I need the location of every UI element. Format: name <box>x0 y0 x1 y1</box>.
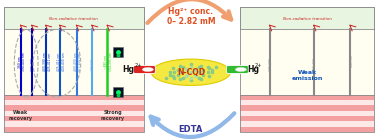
Point <box>204 66 211 68</box>
Text: Hg: Hg <box>122 65 134 74</box>
Point <box>188 66 194 68</box>
Bar <box>240 105 374 111</box>
Bar <box>4 116 144 121</box>
Point <box>175 69 181 71</box>
Bar <box>240 121 374 127</box>
Point <box>200 69 206 71</box>
FancyArrowPatch shape <box>147 0 231 23</box>
Bar <box>4 105 144 111</box>
Text: EDTA: EDTA <box>179 125 203 134</box>
Bar <box>240 95 374 100</box>
Point <box>213 66 219 68</box>
Text: Hg²⁺ conc.
0– 2.82 mM: Hg²⁺ conc. 0– 2.82 mM <box>167 7 215 26</box>
Point <box>180 76 186 79</box>
Text: 400-430 nm: 400-430 nm <box>313 53 318 71</box>
Text: N-CQD: N-CQD <box>177 68 205 77</box>
Point <box>192 74 198 76</box>
Text: 400-390 nm
425-411 nm: 400-390 nm 425-411 nm <box>43 53 51 71</box>
Bar <box>4 7 144 29</box>
Point <box>180 66 186 68</box>
Bar <box>240 29 374 95</box>
Text: Weak
emission: Weak emission <box>291 70 323 81</box>
Text: 425-411 nm
400-430 nm: 425-411 nm 400-430 nm <box>57 53 65 71</box>
Circle shape <box>235 67 246 72</box>
Point <box>115 93 121 96</box>
Point <box>115 91 121 93</box>
Point <box>198 64 204 67</box>
Bar <box>4 100 144 105</box>
Point <box>170 75 176 77</box>
Text: ~480 nm
504-395 nm: ~480 nm 504-395 nm <box>104 53 113 71</box>
Point <box>192 69 198 71</box>
Point <box>177 64 183 67</box>
FancyBboxPatch shape <box>133 65 155 74</box>
Point <box>206 75 212 77</box>
Text: 370-390 nm: 370-390 nm <box>269 53 273 71</box>
Point <box>184 69 190 71</box>
Point <box>193 75 199 77</box>
Point <box>183 68 189 70</box>
Text: Strong
recovery: Strong recovery <box>101 110 125 121</box>
Point <box>198 78 204 80</box>
Point <box>180 71 186 73</box>
Point <box>167 71 173 73</box>
Bar <box>4 127 144 132</box>
Point <box>177 78 183 80</box>
Bar <box>4 7 144 132</box>
Point <box>188 79 194 81</box>
Point <box>188 76 194 79</box>
Text: 390-400 nm: 390-400 nm <box>31 53 35 71</box>
FancyBboxPatch shape <box>113 47 124 57</box>
Point <box>171 71 177 73</box>
Point <box>196 71 202 73</box>
Bar <box>240 116 374 121</box>
Point <box>209 71 215 73</box>
Point <box>188 71 194 73</box>
Text: Non-radiative transition: Non-radiative transition <box>283 17 332 21</box>
Text: Hg: Hg <box>248 65 260 74</box>
Point <box>209 69 215 71</box>
Bar <box>4 95 144 100</box>
Point <box>198 71 204 73</box>
Bar <box>240 100 374 105</box>
FancyBboxPatch shape <box>226 65 248 74</box>
Bar <box>4 111 144 116</box>
Point <box>196 66 202 68</box>
Point <box>115 53 121 56</box>
Text: 2+: 2+ <box>254 63 262 68</box>
Bar <box>240 7 374 29</box>
Point <box>183 75 189 77</box>
Point <box>204 71 211 73</box>
Point <box>188 63 194 66</box>
Point <box>193 68 199 70</box>
Point <box>175 74 181 76</box>
FancyBboxPatch shape <box>113 87 124 97</box>
Bar <box>4 121 144 127</box>
Text: Weak
recovery: Weak recovery <box>9 110 33 121</box>
Text: 360 nm
390-400 nm: 360 nm 390-400 nm <box>18 53 26 71</box>
Circle shape <box>143 67 153 72</box>
Text: ~480 nm: ~480 nm <box>350 55 353 69</box>
Point <box>167 74 173 76</box>
Point <box>206 67 212 70</box>
Bar <box>240 111 374 116</box>
Bar <box>4 29 144 95</box>
Text: Non-radiative transition: Non-radiative transition <box>49 17 98 21</box>
Point <box>170 67 176 70</box>
FancyArrowPatch shape <box>150 113 234 137</box>
Text: 477-402 nm: 477-402 nm <box>91 53 95 71</box>
Point <box>171 76 177 79</box>
Bar <box>240 7 374 132</box>
Point <box>184 74 190 76</box>
Point <box>200 74 206 76</box>
Point <box>177 71 183 73</box>
Text: 400-430 nm
477-402 nm: 400-430 nm 477-402 nm <box>74 53 82 71</box>
Point <box>196 76 202 79</box>
Point <box>115 50 121 53</box>
Ellipse shape <box>151 59 231 85</box>
Text: 2+: 2+ <box>135 63 142 68</box>
Bar <box>240 127 374 132</box>
Point <box>163 76 169 79</box>
